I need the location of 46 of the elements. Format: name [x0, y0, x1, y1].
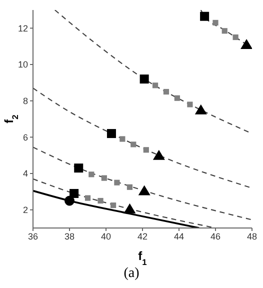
point [126, 184, 133, 190]
y-tick-label: 8 [22, 96, 28, 106]
point [222, 28, 228, 34]
x-tick-label: 42 [137, 231, 148, 242]
text: (a) [122, 266, 140, 282]
point [130, 142, 136, 148]
point [143, 147, 149, 153]
x-tick-label: 38 [64, 231, 75, 242]
point [110, 202, 116, 208]
y-tick-label: 2 [22, 205, 28, 216]
y-tick-label: 12 [18, 23, 28, 34]
point [152, 150, 165, 160]
point [232, 34, 238, 40]
point [194, 104, 207, 114]
point [200, 12, 210, 21]
point [64, 196, 74, 206]
x-tick-label: 46 [210, 231, 221, 242]
x-axis-title: f$_{1}$ [138, 249, 148, 267]
point [114, 180, 120, 186]
point [240, 39, 252, 50]
point [140, 74, 149, 84]
line-series [33, 88, 252, 189]
point [138, 185, 150, 196]
line-series [33, 146, 252, 220]
point [163, 88, 170, 95]
point [187, 102, 193, 108]
line-series [33, 190, 200, 228]
x-tick-label: 44 [174, 231, 184, 242]
y-tick-label: 10 [18, 60, 28, 70]
point [106, 129, 116, 138]
x-tick-label: 48 [246, 231, 258, 242]
x-tick-label: 36 [28, 231, 38, 242]
y-tick-label: 6 [22, 132, 28, 142]
point [120, 136, 126, 142]
point [88, 172, 94, 178]
point [174, 95, 180, 101]
y-tick-label: 4 [22, 168, 28, 179]
point [124, 203, 136, 214]
point [101, 175, 107, 181]
x-tick-label: 40 [100, 231, 112, 242]
point [152, 82, 158, 88]
point [74, 164, 84, 173]
point [98, 198, 104, 204]
point [84, 195, 91, 201]
point [70, 188, 79, 198]
point [212, 20, 218, 26]
